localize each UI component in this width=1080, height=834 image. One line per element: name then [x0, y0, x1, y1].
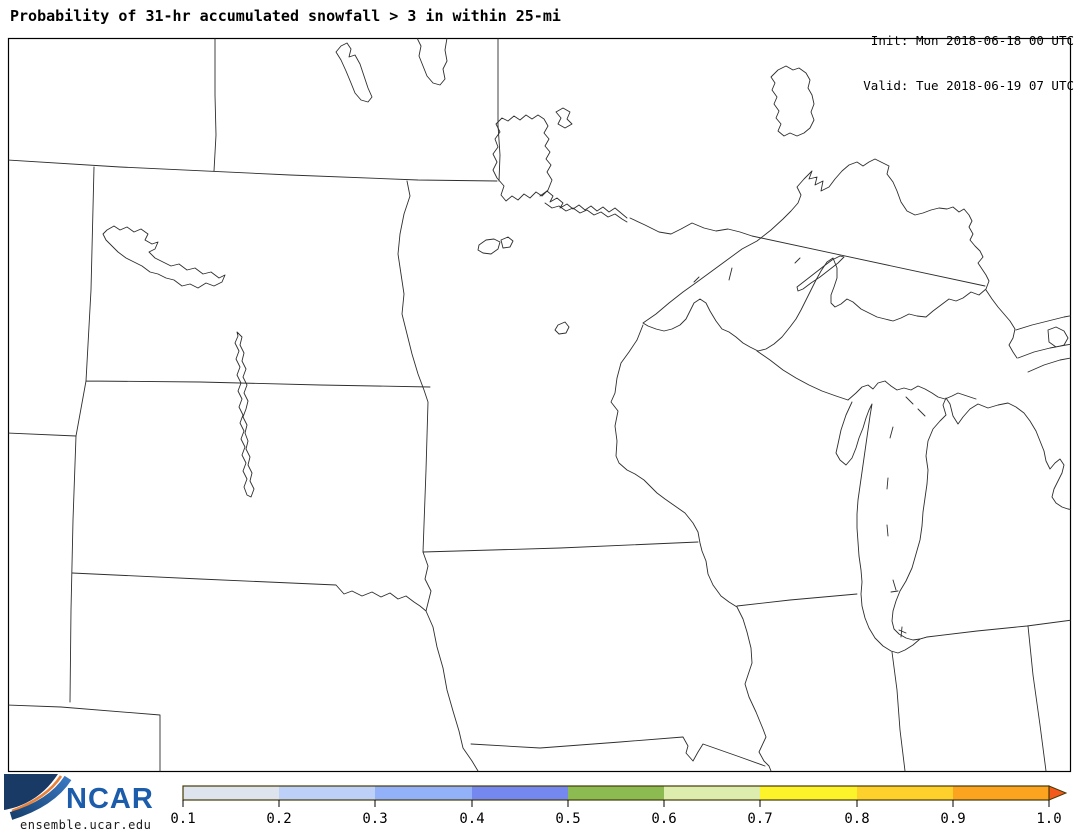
weather-map [7, 37, 1072, 773]
water-boundary-dashes [693, 257, 926, 638]
init-time-label: Init: Mon 2018-06-18 00 UTC [870, 33, 1074, 48]
valid-time-label: Valid: Tue 2018-06-19 07 UTC [863, 78, 1074, 93]
colorbar-label: 0.2 [266, 811, 291, 827]
colorbar-label: 0.5 [555, 811, 580, 827]
lake-of-the-woods [492, 114, 553, 202]
border-across-superior [629, 217, 1018, 359]
colorbar-segment [857, 786, 953, 800]
colorbar-labels: 0.1 0.2 0.3 0.4 0.5 0.6 0.7 0.8 0.9 1.0 [170, 811, 1061, 827]
iowa-missouri-border [470, 736, 766, 767]
colorbar-label: 0.4 [459, 811, 484, 827]
montana-dakota-borders [8, 166, 431, 703]
colorbar-segment [953, 786, 1049, 800]
ncar-logo-orange-arc [11, 775, 63, 813]
ncar-logo: NCAR [4, 774, 154, 820]
colorbar-segment [375, 786, 472, 800]
colorbar-label: 0.3 [362, 811, 387, 827]
colorbar-segment [760, 786, 857, 800]
colorbar-label: 1.0 [1036, 811, 1061, 827]
colorbar-segment [183, 786, 279, 800]
colorbar-ticks [182, 800, 1050, 807]
colorbar-label: 0.1 [170, 811, 195, 827]
colorbar-segment [472, 786, 568, 800]
colorbar-border [182, 785, 1050, 801]
lake-huron-north-channel [1015, 315, 1071, 373]
lake-nipigon [770, 65, 815, 137]
colorbar-segment [279, 786, 375, 800]
green-bay-lake-michigan [835, 401, 928, 654]
lake-sakakawea [102, 225, 226, 289]
colorbar-label: 0.6 [651, 811, 676, 827]
isle-royale [796, 255, 845, 292]
map-frame [7, 37, 1072, 773]
rainy-lake-chain [539, 190, 628, 223]
mississippi-river-borders [610, 324, 858, 772]
colorbar-label: 0.7 [747, 811, 772, 827]
nebraska-borders [8, 551, 479, 772]
site-url: ensemble.ucar.edu [20, 818, 152, 832]
colorbar-segment [664, 786, 760, 800]
wisconsin-michigan-border [756, 350, 849, 401]
colorbar-segments [183, 786, 1049, 800]
upper-peninsula-south-shore [847, 380, 977, 401]
minnesota-west-border [397, 180, 699, 553]
colorbar-label: 0.8 [844, 811, 869, 827]
page-title: Probability of 31-hr accumulated snowfal… [10, 7, 561, 25]
manitoba-lakes [335, 38, 573, 129]
michigan-mitten [891, 397, 1071, 772]
colorbar-arrow [1048, 785, 1068, 801]
colorbar-label: 0.9 [940, 811, 965, 827]
colorbar-segment [568, 786, 664, 800]
lake-superior [642, 158, 990, 352]
ncar-logo-navy-wedge [4, 774, 58, 810]
map-outlines [8, 38, 1071, 772]
run-times: Init: Mon 2018-06-18 00 UTC Valid: Tue 2… [863, 3, 1074, 108]
red-lakes-mille-lacs [477, 236, 570, 335]
canada-borders [8, 38, 501, 182]
probability-colorbar: 0.1 0.2 0.3 0.4 0.5 0.6 0.7 0.8 0.9 1.0 [170, 785, 1068, 827]
ncar-logo-blue-band [9, 775, 72, 820]
lake-oahe [234, 331, 255, 498]
ncar-logo-text: NCAR [66, 783, 154, 815]
